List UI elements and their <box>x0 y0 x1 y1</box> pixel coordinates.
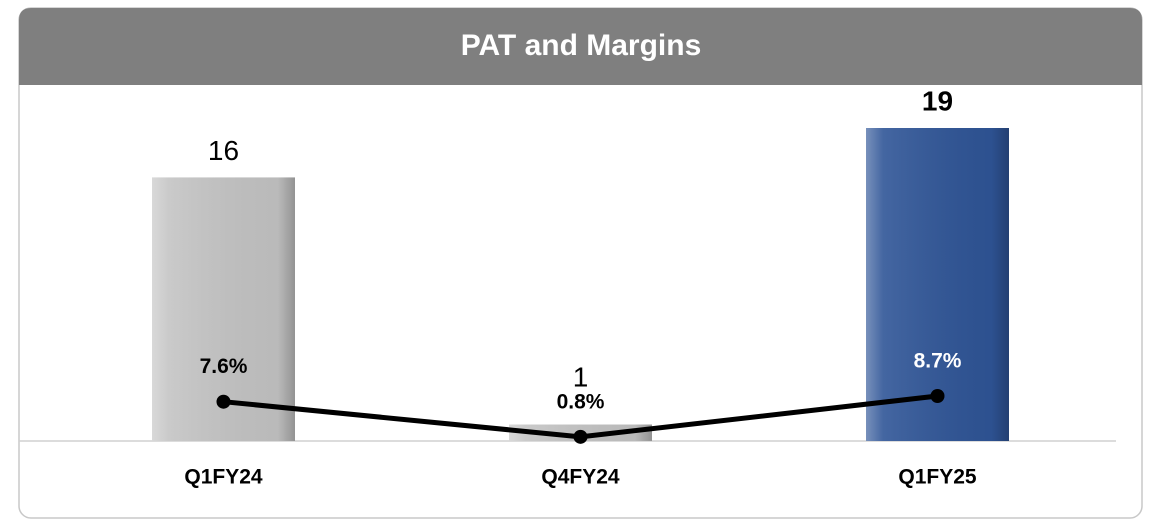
margin-point <box>216 394 231 409</box>
bar-bevel <box>866 128 1009 441</box>
bar-value-label: 16 <box>208 135 239 166</box>
x-tick-label: Q1FY25 <box>898 466 977 489</box>
x-tick-label: Q1FY24 <box>184 466 263 489</box>
chart-title: PAT and Margins <box>461 29 702 62</box>
margin-point <box>930 389 945 403</box>
bar-value-label: 1 <box>573 361 589 392</box>
margin-label: 0.8% <box>557 390 605 413</box>
margin-label: 8.7% <box>914 350 962 373</box>
margin-point <box>573 429 588 444</box>
header <box>19 8 1142 85</box>
x-tick-label: Q4FY24 <box>541 466 620 489</box>
bar-value-label: 19 <box>922 85 953 116</box>
margin-label: 7.6% <box>200 355 248 378</box>
